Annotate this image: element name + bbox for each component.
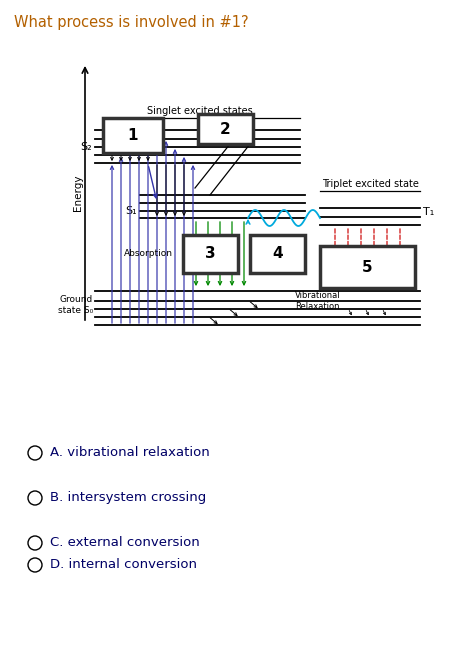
Text: 5: 5 xyxy=(361,259,372,274)
Text: What process is involved in #1?: What process is involved in #1? xyxy=(14,15,248,30)
Text: S₂: S₂ xyxy=(80,142,92,152)
FancyBboxPatch shape xyxy=(103,118,162,153)
Text: 2: 2 xyxy=(220,121,230,137)
FancyBboxPatch shape xyxy=(182,235,238,273)
Text: Absorption: Absorption xyxy=(123,249,172,257)
FancyBboxPatch shape xyxy=(249,235,304,273)
Text: B. intersystem crossing: B. intersystem crossing xyxy=(50,491,206,505)
Text: Vibrational
Relaxation: Vibrational Relaxation xyxy=(294,291,340,311)
FancyBboxPatch shape xyxy=(319,246,414,288)
Text: Triplet excited state: Triplet excited state xyxy=(321,179,418,189)
Text: 1: 1 xyxy=(127,128,138,143)
Text: Singlet excited states: Singlet excited states xyxy=(147,106,253,116)
Text: 4: 4 xyxy=(272,247,282,261)
Text: Energy: Energy xyxy=(73,175,83,211)
FancyBboxPatch shape xyxy=(197,114,253,144)
Text: Ground
state S₀: Ground state S₀ xyxy=(58,295,93,315)
Text: D. internal conversion: D. internal conversion xyxy=(50,558,197,572)
Text: 3: 3 xyxy=(205,247,215,261)
Text: S₁: S₁ xyxy=(125,206,136,216)
Text: C. external conversion: C. external conversion xyxy=(50,536,199,550)
Text: T₁: T₁ xyxy=(422,207,433,217)
Text: A. vibrational relaxation: A. vibrational relaxation xyxy=(50,446,209,459)
